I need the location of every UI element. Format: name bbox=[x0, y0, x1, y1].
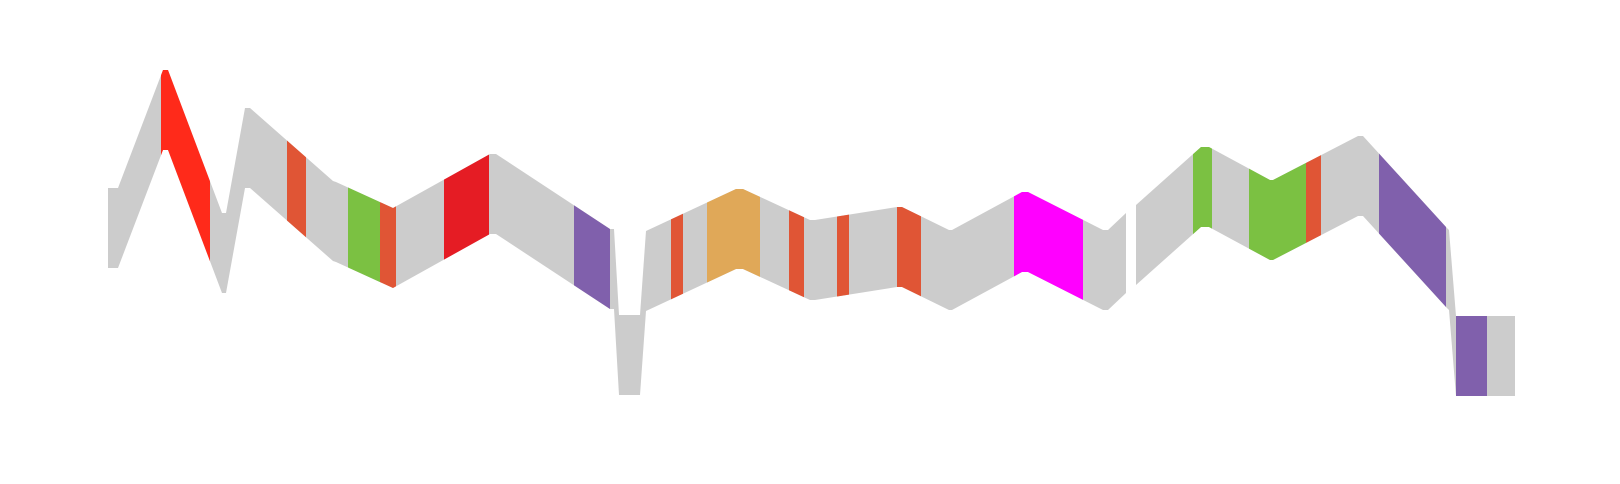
segment-16 bbox=[1456, 70, 1487, 396]
segment-9 bbox=[837, 70, 849, 396]
band-base-0 bbox=[108, 70, 1126, 395]
segment-15 bbox=[1379, 70, 1446, 396]
segment-14 bbox=[1306, 70, 1321, 396]
segment-6 bbox=[671, 70, 683, 396]
segment-5 bbox=[574, 70, 610, 396]
segment-13 bbox=[1249, 70, 1306, 396]
segment-10 bbox=[897, 70, 921, 396]
segment-12 bbox=[1193, 70, 1212, 396]
segment-8 bbox=[789, 70, 804, 396]
band-layer bbox=[108, 70, 1515, 396]
segment-11 bbox=[1014, 70, 1083, 396]
segment-2 bbox=[348, 70, 380, 396]
segment-7 bbox=[707, 70, 760, 396]
segment-3 bbox=[380, 70, 396, 396]
segment-0 bbox=[161, 70, 210, 396]
segment-4 bbox=[444, 70, 489, 396]
segment-1 bbox=[287, 70, 306, 396]
